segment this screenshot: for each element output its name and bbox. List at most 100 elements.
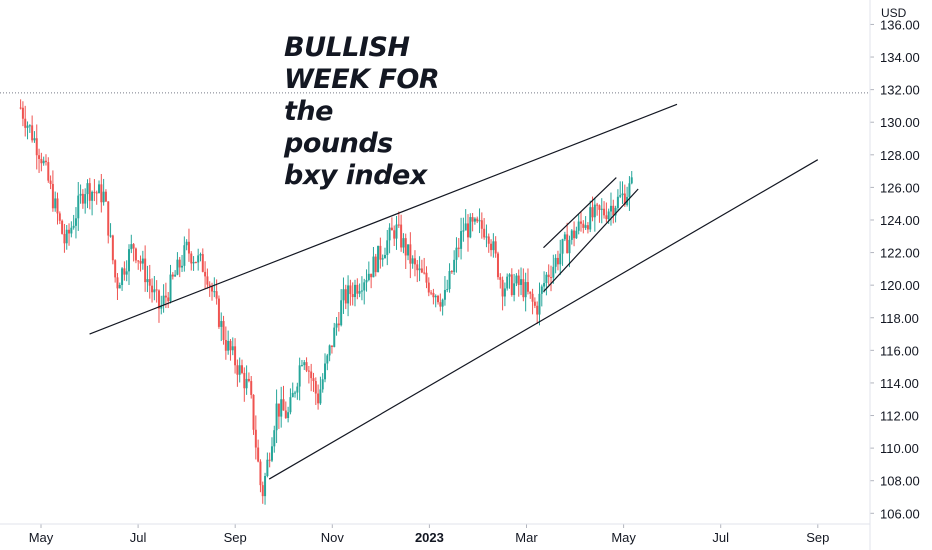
candle-down — [337, 323, 340, 326]
candle-down — [38, 155, 41, 159]
price-tick-label: 114.00 — [880, 376, 919, 391]
time-tick-label: May — [611, 530, 636, 545]
candle-up — [192, 261, 195, 264]
candle-up — [324, 363, 327, 380]
candle-up — [388, 227, 391, 241]
candle-down — [257, 447, 260, 462]
candle-down — [623, 193, 626, 205]
candle-down — [536, 305, 539, 315]
candle-up — [130, 244, 133, 250]
candle-down — [344, 289, 347, 304]
candle-up — [434, 295, 437, 298]
candle-down — [88, 183, 91, 201]
candle-up — [127, 249, 130, 272]
candle-down — [104, 191, 107, 202]
candle-up — [365, 279, 368, 283]
candle-down — [187, 241, 190, 254]
candle-up — [446, 289, 449, 291]
candle-down — [566, 234, 569, 254]
candle-down — [510, 274, 513, 296]
candle-up — [183, 245, 186, 266]
candle-down — [144, 258, 147, 283]
candle-up — [333, 327, 336, 347]
candle-up — [543, 283, 546, 287]
candle-down — [529, 291, 532, 294]
candle-down — [164, 295, 167, 298]
candle-down — [40, 158, 43, 164]
candle-down — [100, 184, 103, 203]
price-tick-label: 124.00 — [880, 213, 920, 228]
candle-up — [464, 223, 467, 231]
trendline-4[interactable] — [543, 188, 639, 293]
candle-down — [229, 340, 232, 351]
candle-up — [231, 346, 234, 351]
trendline-1[interactable] — [89, 103, 678, 335]
candle-up — [264, 476, 267, 497]
time-axis[interactable]: May Jul Sep Nov 2023 Mar May Jul Sep — [0, 523, 870, 545]
annotation-line-2: WEEK FOR — [284, 64, 440, 95]
candle-down — [167, 297, 170, 302]
candle-down — [573, 230, 576, 239]
trendline-2[interactable] — [268, 159, 819, 480]
candle-up — [296, 386, 299, 393]
candle-down — [437, 295, 440, 303]
candle-up — [589, 207, 592, 230]
candle-up — [118, 285, 121, 289]
price-axis[interactable]: USD 106.00 108.00 110.00 112.00 114.00 116.00… — [869, 0, 920, 550]
candle-up — [125, 271, 128, 275]
candle-down — [123, 268, 126, 275]
candle-down — [93, 191, 96, 193]
candle-down — [68, 229, 71, 234]
candle-up — [79, 193, 82, 196]
candle-up — [520, 279, 523, 285]
trendlines[interactable] — [89, 103, 819, 480]
candle-down — [605, 215, 608, 220]
candle-down — [603, 208, 606, 216]
candle-up — [363, 282, 366, 291]
candle-down — [450, 271, 453, 273]
currency-label: USD — [881, 6, 907, 20]
annotation-text: BULLISH WEEK FOR the pounds bxy index — [284, 32, 440, 192]
candle-up — [407, 244, 410, 256]
candle-up — [441, 299, 444, 307]
candle-down — [400, 224, 403, 248]
candle-up — [270, 446, 273, 461]
candle-down — [413, 258, 416, 265]
candle-up — [515, 275, 518, 284]
candle-up — [280, 399, 283, 417]
candle-down — [277, 403, 280, 417]
candle-up — [411, 258, 414, 264]
candle-up — [616, 196, 619, 208]
candle-up — [443, 290, 446, 300]
candle-down — [217, 298, 220, 327]
candle-down — [423, 272, 426, 274]
candle-up — [294, 392, 297, 394]
price-tick-label: 120.00 — [880, 278, 920, 293]
candle-up — [213, 291, 216, 293]
candle-down — [351, 294, 354, 298]
candle-up — [609, 205, 612, 212]
candle-down — [487, 236, 490, 244]
candle-down — [51, 183, 54, 209]
candle-down — [305, 362, 308, 371]
candle-down — [526, 282, 529, 292]
candle-up — [319, 389, 322, 404]
time-tick-label: Sep — [806, 530, 829, 545]
candle-down — [247, 378, 250, 382]
candle-up — [109, 235, 112, 237]
candle-up — [478, 220, 481, 222]
candle-down — [252, 394, 255, 430]
annotation-line-5: bxy index — [284, 160, 427, 191]
candle-down — [132, 244, 135, 249]
price-tick-label: 118.00 — [880, 311, 919, 326]
candle-up — [342, 289, 345, 301]
time-tick-label: Jul — [130, 530, 147, 545]
candle-down — [234, 346, 237, 366]
candle-up — [199, 254, 202, 256]
price-tick-label: 122.00 — [880, 246, 920, 261]
trendline-3[interactable] — [543, 177, 617, 249]
candle-up — [26, 125, 29, 128]
candle-down — [254, 429, 257, 448]
candle-down — [151, 285, 154, 293]
